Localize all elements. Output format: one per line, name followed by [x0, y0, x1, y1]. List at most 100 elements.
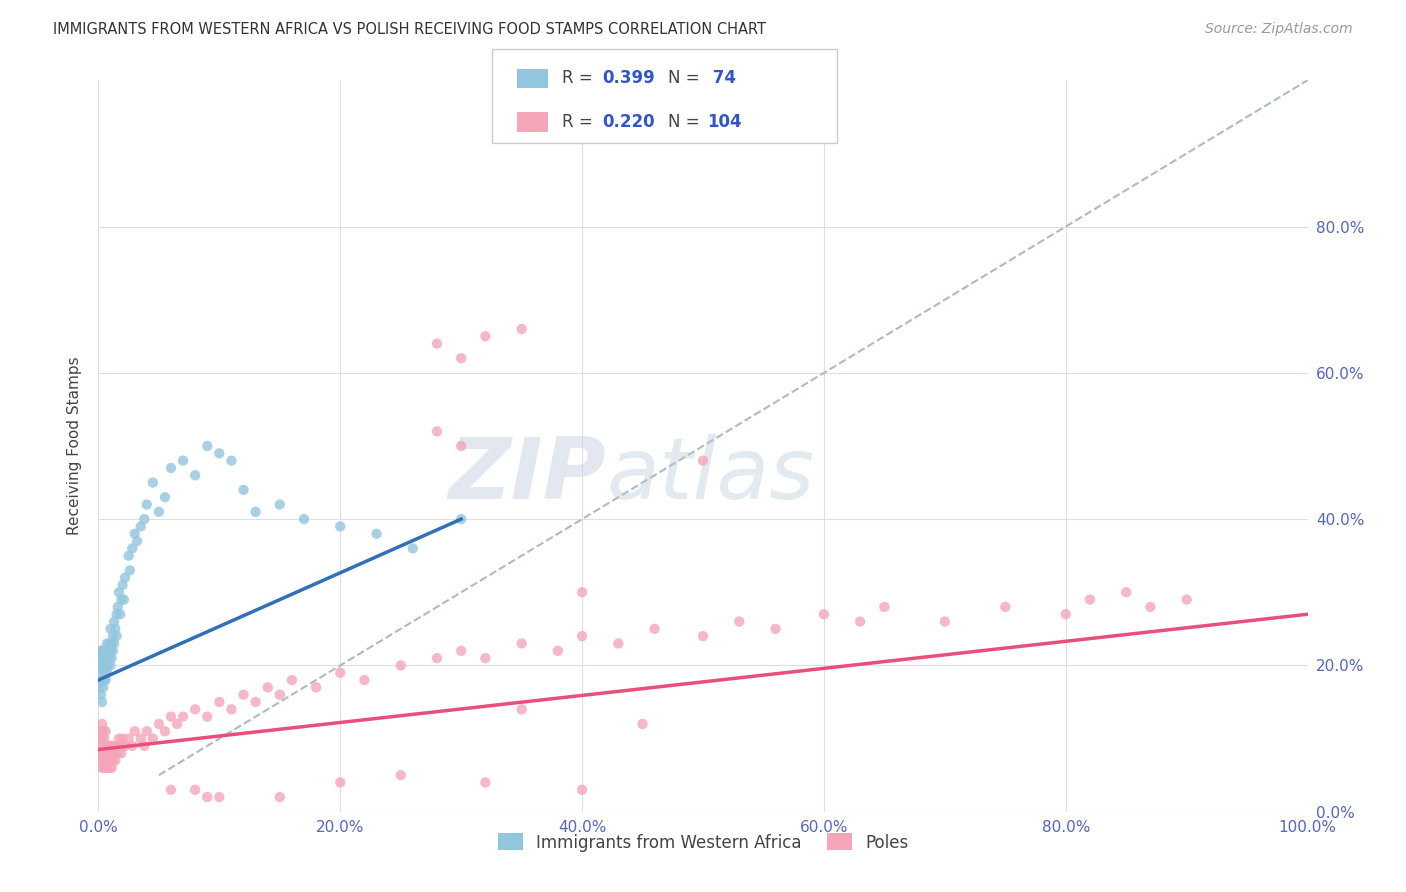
- Point: [510, 322, 533, 336]
- Point: [292, 512, 315, 526]
- Point: [104, 622, 127, 636]
- Point: [184, 468, 207, 483]
- Point: [91, 644, 114, 658]
- Point: [1078, 592, 1101, 607]
- Text: 74: 74: [707, 70, 737, 87]
- Point: [305, 681, 328, 695]
- Point: [105, 739, 128, 753]
- Point: [1054, 607, 1077, 622]
- Point: [134, 739, 156, 753]
- Point: [245, 505, 267, 519]
- Point: [110, 746, 132, 760]
- Point: [100, 761, 122, 775]
- Point: [873, 599, 896, 614]
- Point: [994, 599, 1017, 614]
- Point: [90, 739, 112, 753]
- Point: [91, 658, 114, 673]
- Point: [571, 782, 593, 797]
- Point: [166, 717, 188, 731]
- Point: [101, 754, 124, 768]
- Point: [510, 636, 533, 650]
- Point: [104, 754, 127, 768]
- Point: [93, 651, 115, 665]
- Point: [93, 761, 115, 775]
- Point: [93, 644, 115, 658]
- Point: [129, 731, 152, 746]
- Point: [91, 644, 114, 658]
- Point: [90, 651, 112, 665]
- Point: [100, 739, 122, 753]
- Point: [107, 599, 129, 614]
- Point: [474, 329, 496, 343]
- Point: [100, 622, 122, 636]
- Point: [98, 651, 121, 665]
- Point: [208, 790, 231, 805]
- Point: [510, 702, 533, 716]
- Point: [208, 695, 231, 709]
- Point: [90, 688, 112, 702]
- Point: [101, 629, 124, 643]
- Point: [89, 681, 111, 695]
- Point: [94, 644, 117, 658]
- Point: [148, 505, 170, 519]
- Point: [607, 636, 630, 650]
- Point: [389, 658, 412, 673]
- Point: [108, 607, 131, 622]
- Point: [121, 541, 143, 556]
- Point: [96, 761, 118, 775]
- Text: 0.220: 0.220: [602, 113, 654, 131]
- Point: [93, 746, 115, 760]
- Point: [221, 702, 243, 716]
- Point: [93, 658, 115, 673]
- Text: atlas: atlas: [606, 434, 814, 516]
- Point: [91, 673, 114, 687]
- Text: N =: N =: [668, 113, 704, 131]
- Point: [89, 746, 111, 760]
- Point: [93, 665, 115, 680]
- Point: [426, 651, 449, 665]
- Point: [103, 615, 125, 629]
- Point: [692, 629, 714, 643]
- Point: [96, 636, 118, 650]
- Point: [94, 754, 117, 768]
- Point: [91, 717, 114, 731]
- Point: [108, 585, 131, 599]
- Point: [90, 644, 112, 658]
- Point: [195, 709, 218, 723]
- Point: [98, 746, 121, 760]
- Text: 0.399: 0.399: [602, 70, 655, 87]
- Point: [631, 717, 654, 731]
- Point: [89, 731, 111, 746]
- Point: [160, 461, 183, 475]
- Point: [184, 782, 207, 797]
- Point: [91, 695, 114, 709]
- Point: [692, 453, 714, 467]
- Point: [91, 754, 114, 768]
- Point: [184, 702, 207, 716]
- Text: R =: R =: [562, 113, 599, 131]
- Point: [112, 592, 135, 607]
- Point: [172, 453, 194, 467]
- Point: [269, 498, 291, 512]
- Point: [281, 673, 304, 687]
- Point: [91, 761, 114, 775]
- Point: [148, 717, 170, 731]
- Point: [124, 724, 146, 739]
- Point: [118, 563, 141, 577]
- Point: [97, 658, 120, 673]
- Point: [118, 731, 141, 746]
- Point: [450, 512, 472, 526]
- Point: [269, 790, 291, 805]
- Point: [94, 739, 117, 753]
- Point: [97, 739, 120, 753]
- Point: [100, 754, 122, 768]
- Point: [153, 490, 176, 504]
- Point: [195, 439, 218, 453]
- Point: [90, 724, 112, 739]
- Point: [353, 673, 375, 687]
- Point: [426, 336, 449, 351]
- Point: [329, 665, 352, 680]
- Point: [91, 746, 114, 760]
- Point: [107, 746, 129, 760]
- Point: [105, 607, 128, 622]
